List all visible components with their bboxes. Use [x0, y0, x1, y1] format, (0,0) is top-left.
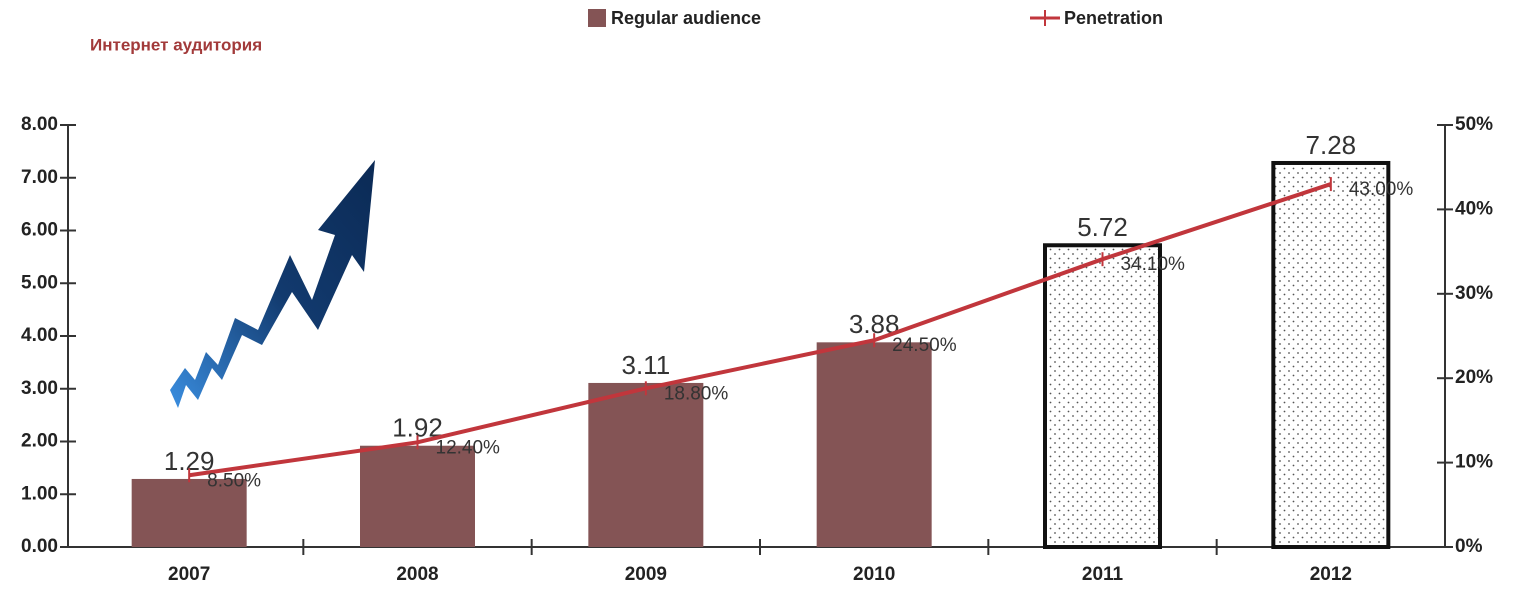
y2-tick-label: 0%: [1455, 536, 1483, 557]
line-value-label: 12.40%: [436, 437, 501, 458]
y-tick-label: 7.00: [21, 167, 58, 188]
y2-tick-label: 20%: [1455, 367, 1493, 388]
legend-label: Regular audience: [611, 8, 761, 28]
bar: [1043, 243, 1162, 550]
line-value-label: 43.00%: [1349, 179, 1414, 200]
y-tick-label: 5.00: [21, 272, 58, 293]
line-value-label: 34.10%: [1121, 254, 1186, 275]
y-tick-label: 2.00: [21, 431, 58, 452]
decorative-arrow: [170, 160, 375, 408]
line-value-label: 18.80%: [664, 383, 729, 404]
x-tick-label: 2009: [625, 564, 667, 585]
bar: [1271, 160, 1391, 549]
y-tick-label: 1.00: [21, 483, 58, 504]
bar: [131, 478, 247, 547]
y2-tick-label: 30%: [1455, 283, 1493, 304]
bar: [360, 445, 475, 547]
bar: [588, 382, 704, 547]
y-tick-label: 4.00: [21, 325, 58, 346]
line: [188, 182, 1332, 478]
bar-value-label: 3.11: [621, 350, 670, 380]
line-value-label: 8.50%: [207, 470, 261, 491]
y2-tick-label: 40%: [1455, 198, 1493, 219]
x-tick-label: 2008: [396, 564, 438, 585]
x-tick-label: 2010: [853, 564, 895, 585]
bar: [816, 342, 932, 547]
bar-value-label: 5.72: [1077, 212, 1128, 242]
legend-swatch: [588, 9, 606, 27]
y-tick-label: 6.00: [21, 220, 58, 241]
y-tick-label: 0.00: [21, 536, 58, 557]
legend-label: Penetration: [1064, 8, 1163, 28]
bar-value-label: 7.28: [1306, 130, 1357, 160]
x-tick-label: 2007: [168, 564, 210, 585]
y2-tick-label: 50%: [1455, 114, 1493, 135]
y-tick-label: 8.00: [21, 114, 58, 135]
chart-title: Интернет аудитория: [90, 35, 262, 54]
y2-tick-label: 10%: [1455, 452, 1493, 473]
x-tick-label: 2011: [1082, 564, 1124, 585]
x-tick-label: 2012: [1310, 564, 1352, 585]
y-tick-label: 3.00: [21, 378, 58, 399]
line-value-label: 24.50%: [892, 335, 957, 356]
